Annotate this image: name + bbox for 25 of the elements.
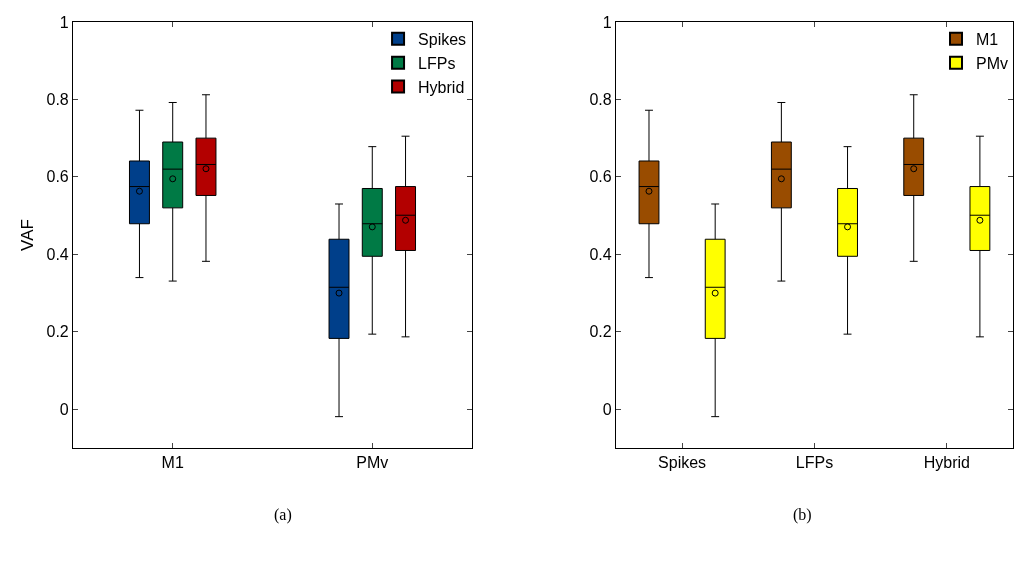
y-tick-label: 0: [602, 400, 612, 418]
y-tick-label: 1: [59, 13, 69, 31]
legend-label: M1: [976, 31, 999, 49]
y-tick-label: 0.6: [589, 168, 612, 186]
y-tick-label: 0.6: [46, 168, 69, 186]
x-tick-label: PMv: [356, 454, 389, 472]
legend-label: PMv: [976, 54, 1008, 72]
y-tick-label: 0: [59, 400, 69, 418]
x-tick-label: M1: [161, 454, 184, 472]
y-axis-title: VAF: [18, 219, 38, 251]
y-tick-label: 0.8: [46, 90, 69, 108]
x-tick-label: LFPs: [795, 454, 834, 472]
y-tick-label: 0.2: [589, 323, 612, 341]
text: (b): [793, 506, 812, 524]
legend-label: Spikes: [418, 31, 467, 49]
x-tick-label: Hybrid: [923, 454, 970, 472]
legend-label: Hybrid: [418, 78, 465, 96]
legend-label: LFPs: [418, 54, 456, 72]
y-tick-label: 0.4: [589, 245, 612, 263]
y-tick-label: 1: [602, 13, 612, 31]
y-tick-label: 0.4: [46, 245, 69, 263]
text: (a): [274, 506, 292, 524]
y-tick-label: 0.8: [589, 90, 612, 108]
y-tick-label: 0.2: [46, 323, 69, 341]
x-tick-label: Spikes: [658, 454, 707, 472]
